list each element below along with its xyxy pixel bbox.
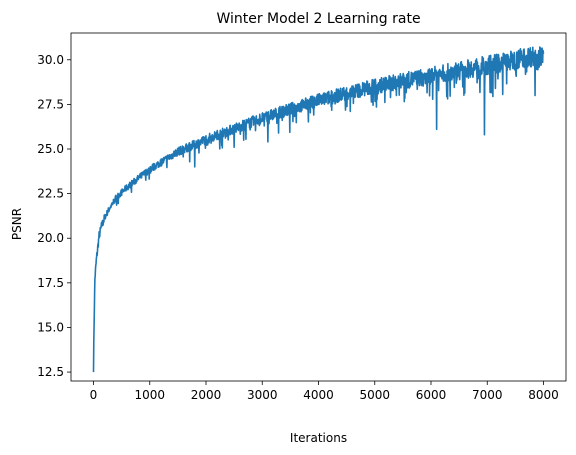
x-tick-label: 0 <box>90 388 98 402</box>
y-tick-label: 27.5 <box>37 97 64 111</box>
x-tick-label: 1000 <box>134 388 165 402</box>
y-axis: 12.5 15.0 17.5 20.0 22.5 25.0 27.5 30.0 <box>37 53 71 379</box>
y-tick-label: 20.0 <box>37 231 64 245</box>
chart-title: Winter Model 2 Learning rate <box>216 11 420 27</box>
x-tick-label: 5000 <box>359 388 390 402</box>
psnr-series-line <box>92 46 545 373</box>
y-tick-label: 12.5 <box>37 365 64 379</box>
x-tick-label: 3000 <box>247 388 278 402</box>
x-tick-label: 4000 <box>303 388 334 402</box>
plot-area <box>70 32 567 382</box>
y-tick-label: 25.0 <box>37 142 64 156</box>
x-tick-label: 6000 <box>416 388 447 402</box>
x-axis: 0 1000 2000 3000 4000 5000 6000 7000 8000 <box>90 381 559 402</box>
y-tick-label: 30.0 <box>37 53 64 67</box>
x-axis-label: Iterations <box>290 431 347 445</box>
y-axis-label: PSNR <box>10 208 24 240</box>
y-tick-label: 22.5 <box>37 187 64 201</box>
y-tick-label: 17.5 <box>37 276 64 290</box>
x-tick-label: 7000 <box>472 388 503 402</box>
x-tick-label: 8000 <box>528 388 559 402</box>
y-tick-label: 15.0 <box>37 320 64 334</box>
x-tick-label: 2000 <box>191 388 222 402</box>
